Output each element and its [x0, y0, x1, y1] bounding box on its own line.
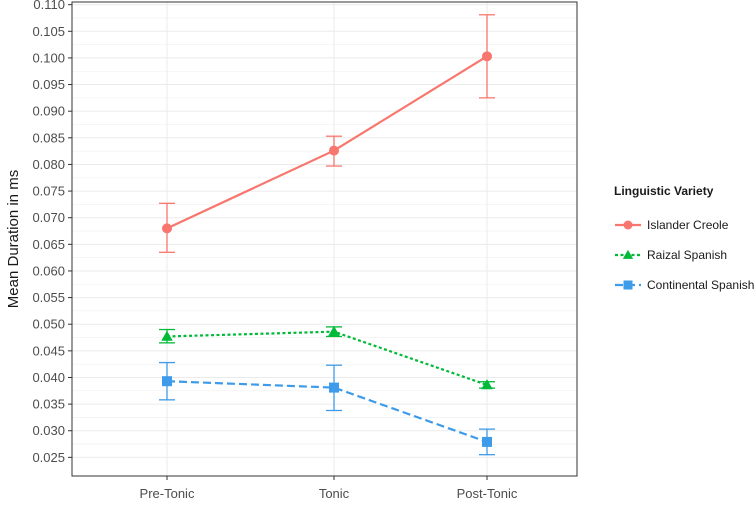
y-tick-label: 0.090: [32, 104, 65, 119]
y-tick-label: 0.100: [32, 50, 65, 65]
data-point: [329, 382, 339, 393]
legend-key-marker: [623, 220, 633, 230]
y-tick-label: 0.030: [32, 423, 65, 438]
y-tick-label: 0.040: [32, 370, 65, 385]
y-tick-label: 0.025: [32, 450, 65, 465]
y-tick-label: 0.050: [32, 317, 65, 332]
y-tick-label: 0.080: [32, 157, 65, 172]
data-point: [162, 223, 172, 234]
legend: Linguistic Variety Islander Creole Raizal…: [614, 184, 754, 292]
legend-label: Continental Spanish: [647, 278, 754, 292]
y-tick-label: 0.075: [32, 184, 65, 199]
x-tick-label: Pre-Tonic: [140, 486, 195, 501]
legend-item-raizal-spanish: Raizal Spanish: [615, 248, 727, 262]
y-tick-label: 0.095: [32, 77, 65, 92]
legend-label: Islander Creole: [647, 218, 729, 232]
y-tick-label: 0.105: [32, 24, 65, 39]
series-line: [166, 380, 488, 443]
series-layer: [159, 14, 495, 456]
y-tick-label: 0.060: [32, 263, 65, 278]
legend-key-marker: [623, 280, 633, 290]
axes: 0.025 0.030 0.035 0.040 0.045 0.050 0.055 0.060…: [32, 0, 517, 501]
y-tick-label: 0.110: [33, 0, 65, 12]
series-continental-spanish: [159, 361, 495, 456]
y-tick-label: 0.055: [32, 290, 65, 305]
legend-item-islander-creole: Islander Creole: [615, 218, 729, 232]
y-tick-label: 0.065: [32, 237, 65, 252]
series-raizal-spanish: [159, 325, 495, 390]
data-point: [161, 330, 173, 341]
x-tick-label: Post-Tonic: [457, 486, 518, 501]
data-point: [162, 376, 172, 387]
data-point: [482, 436, 492, 447]
legend-label: Raizal Spanish: [647, 248, 727, 262]
y-tick-label: 0.070: [32, 210, 65, 225]
y-tick-label: 0.085: [32, 130, 65, 145]
y-axis-title: Mean Duration in ms: [5, 170, 22, 308]
legend-title: Linguistic Variety: [614, 184, 714, 198]
series-islander-creole: [159, 14, 495, 253]
data-point: [482, 51, 492, 62]
data-point: [328, 325, 340, 336]
x-tick-label: Tonic: [319, 486, 350, 501]
legend-key-marker: [622, 249, 634, 259]
y-tick-label: 0.045: [32, 343, 65, 358]
data-point: [481, 379, 493, 390]
plot-panel: [72, 2, 577, 476]
plot-border: [71, 1, 578, 477]
y-tick-label: 0.035: [32, 397, 65, 412]
data-point: [329, 145, 339, 156]
legend-item-continental-spanish: Continental Spanish: [615, 278, 754, 292]
